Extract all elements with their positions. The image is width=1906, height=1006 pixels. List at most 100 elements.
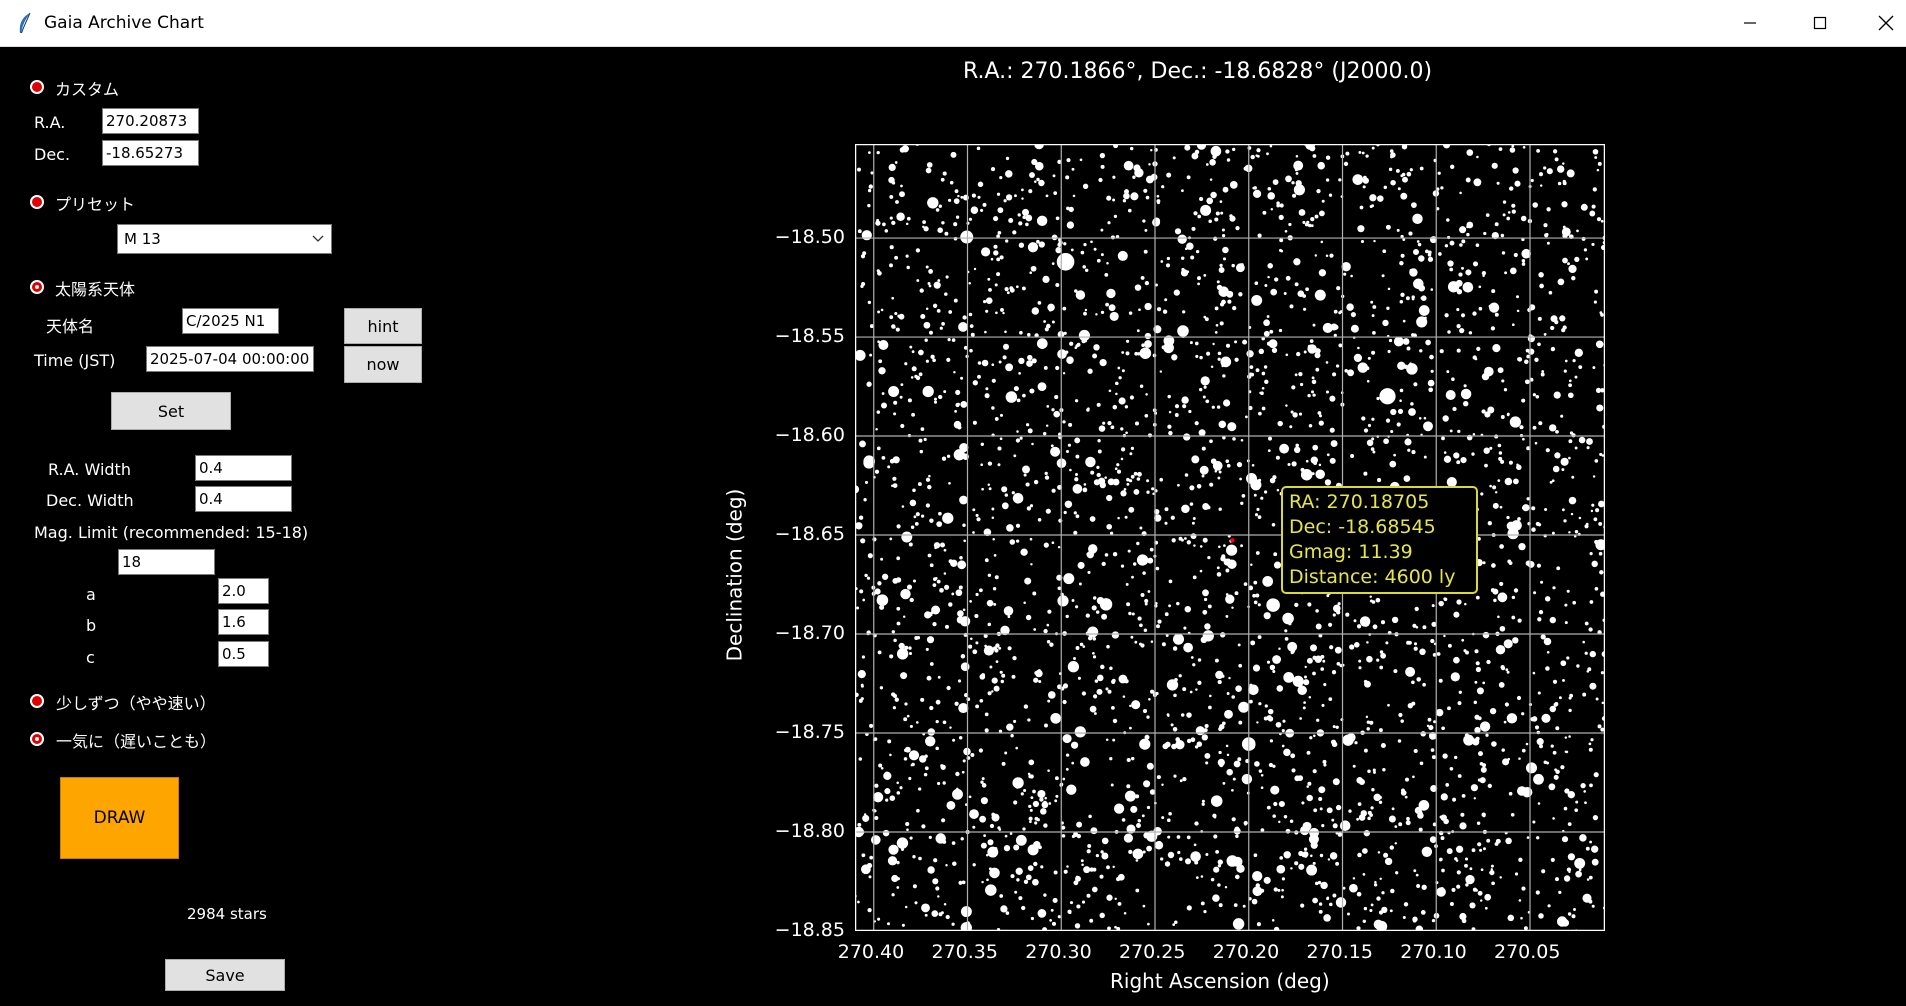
star-point	[1584, 801, 1587, 805]
star-point	[1100, 850, 1104, 854]
star-point	[1402, 338, 1410, 345]
star-point	[881, 392, 885, 395]
set-button[interactable]: Set	[111, 392, 231, 430]
star-point	[970, 332, 975, 337]
preset-select[interactable]: M 13	[117, 224, 332, 254]
star-point	[1212, 154, 1217, 159]
custom-radio[interactable]	[30, 80, 44, 94]
star-point	[1530, 378, 1534, 382]
time-input[interactable]: 2025-07-04 00:00:00	[146, 346, 314, 372]
star-point	[1046, 405, 1050, 408]
ra-width-input[interactable]: 0.4	[195, 455, 292, 481]
star-point	[1363, 830, 1370, 837]
star-point	[915, 721, 919, 724]
star-point	[1171, 538, 1176, 543]
star-point	[877, 581, 882, 586]
star-point	[1498, 682, 1505, 688]
star-point	[1585, 257, 1589, 261]
star-point	[1087, 570, 1091, 574]
star-point	[1436, 207, 1440, 211]
sky-chart[interactable]	[855, 144, 1605, 931]
star-point	[945, 275, 949, 279]
star-point	[1204, 752, 1211, 759]
star-point	[1433, 720, 1437, 724]
star-point	[1126, 482, 1130, 486]
star-point	[1377, 195, 1384, 202]
star-point	[929, 563, 934, 568]
star-point	[1564, 788, 1570, 794]
mag-limit-input[interactable]: 18	[118, 549, 215, 575]
star-point	[1238, 720, 1243, 725]
dec-input[interactable]: -18.65273	[102, 140, 199, 166]
star-point	[977, 374, 981, 379]
close-button[interactable]	[1856, 0, 1906, 46]
ra-input[interactable]: 270.20873	[102, 108, 199, 134]
star-point	[877, 310, 881, 314]
star-point	[1083, 483, 1087, 486]
star-point	[1126, 339, 1130, 343]
star-point	[1322, 759, 1327, 764]
star-point	[1353, 353, 1363, 363]
b-input[interactable]: 1.6	[218, 609, 269, 635]
draw-button[interactable]: DRAW	[60, 777, 179, 859]
star-point	[1509, 186, 1514, 191]
a-input[interactable]: 2.0	[218, 578, 269, 604]
gradual-mode-radio[interactable]	[30, 694, 44, 708]
dec-width-input[interactable]: 0.4	[195, 486, 292, 512]
star-point	[1300, 903, 1305, 908]
star-point	[1238, 292, 1243, 297]
star-point	[914, 522, 919, 526]
star-point	[987, 691, 992, 696]
star-point	[1561, 328, 1566, 333]
star-point	[894, 311, 898, 316]
star-point	[915, 248, 921, 253]
star-point	[1541, 713, 1551, 723]
star-point	[1252, 870, 1263, 882]
star-point	[877, 650, 882, 655]
hint-button[interactable]: hint	[344, 308, 422, 344]
star-point	[1315, 469, 1325, 480]
save-button[interactable]: Save	[165, 959, 285, 991]
star-point	[1329, 902, 1333, 907]
tooltip-ra: RA: 270.18705	[1289, 491, 1430, 513]
star-point	[1574, 529, 1579, 534]
star-point	[1489, 870, 1495, 876]
star-point	[1044, 475, 1050, 480]
star-point	[997, 463, 1001, 467]
star-point	[1453, 611, 1460, 618]
star-point	[1327, 858, 1331, 861]
solar-radio[interactable]	[30, 280, 44, 294]
star-point	[1261, 406, 1266, 411]
star-point	[1319, 210, 1325, 217]
c-input[interactable]: 0.5	[218, 641, 269, 667]
star-point	[1568, 439, 1573, 444]
star-point	[1030, 916, 1034, 921]
star-point	[1100, 310, 1105, 315]
star-point	[1128, 611, 1132, 616]
preset-radio[interactable]	[30, 195, 44, 209]
star-point	[1480, 766, 1487, 773]
star-point	[1290, 867, 1293, 870]
object-name-input[interactable]: C/2025 N1	[182, 308, 279, 334]
star-point	[1492, 502, 1499, 509]
now-button[interactable]: now	[344, 346, 422, 383]
star-point	[1483, 231, 1487, 236]
star-point	[946, 357, 951, 362]
star-point	[1092, 655, 1097, 659]
star-point	[1405, 777, 1409, 782]
star-point	[1487, 406, 1495, 414]
star-point	[1481, 270, 1487, 276]
star-point	[1253, 853, 1258, 858]
star-point	[1201, 446, 1206, 451]
at-once-mode-radio[interactable]	[30, 732, 44, 746]
star-point	[1075, 663, 1079, 667]
star-point	[1294, 446, 1301, 453]
star-point	[979, 698, 984, 703]
star-point	[1294, 168, 1298, 172]
star-point	[1379, 665, 1384, 670]
minimize-button[interactable]	[1720, 0, 1780, 46]
star-point	[1010, 874, 1015, 879]
star-point	[1156, 194, 1160, 198]
star-point	[1459, 912, 1467, 921]
maximize-button[interactable]	[1790, 0, 1850, 46]
